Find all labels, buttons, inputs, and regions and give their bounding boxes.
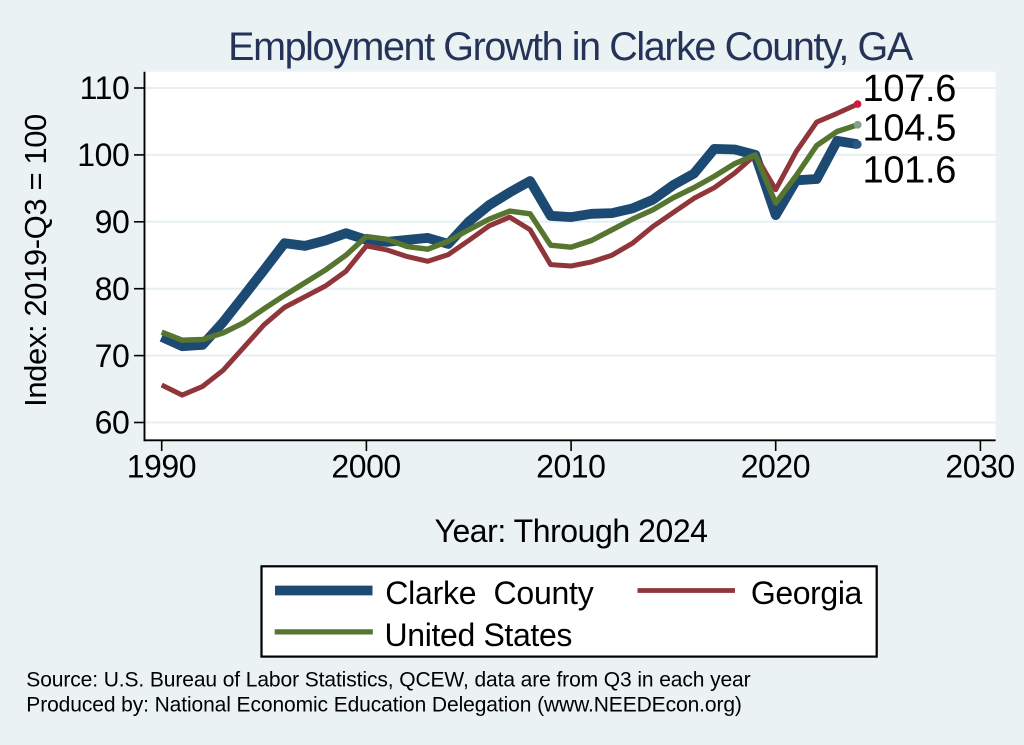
svg-text:2020: 2020 [741, 449, 810, 485]
svg-text:2010: 2010 [536, 449, 605, 485]
svg-text:110: 110 [80, 70, 130, 106]
svg-text:60: 60 [95, 405, 130, 441]
svg-text:Clarke County: Clarke County [385, 575, 593, 611]
svg-text:107.6: 107.6 [863, 68, 957, 110]
svg-text:1990: 1990 [127, 449, 196, 485]
svg-text:Georgia: Georgia [751, 575, 863, 611]
svg-text:Year: Through 2024: Year: Through 2024 [434, 513, 707, 549]
svg-text:Produced by: National Economic: Produced by: National Economic Education… [26, 694, 742, 717]
svg-text:Employment Growth in Clarke Co: Employment Growth in Clarke County, GA [228, 25, 914, 69]
svg-text:70: 70 [95, 338, 130, 374]
svg-text:2030: 2030 [945, 449, 1014, 485]
svg-text:United States: United States [385, 617, 573, 653]
svg-text:Source: U.S. Bureau of Labor S: Source: U.S. Bureau of Labor Statistics,… [26, 669, 750, 692]
svg-text:100: 100 [77, 137, 129, 173]
svg-text:80: 80 [95, 271, 130, 307]
svg-text:90: 90 [95, 204, 130, 240]
svg-text:2000: 2000 [331, 449, 400, 485]
svg-text:Index: 2019-Q3 = 100: Index: 2019-Q3 = 100 [18, 114, 53, 407]
svg-text:101.6: 101.6 [863, 149, 957, 191]
svg-text:104.5: 104.5 [863, 108, 957, 150]
